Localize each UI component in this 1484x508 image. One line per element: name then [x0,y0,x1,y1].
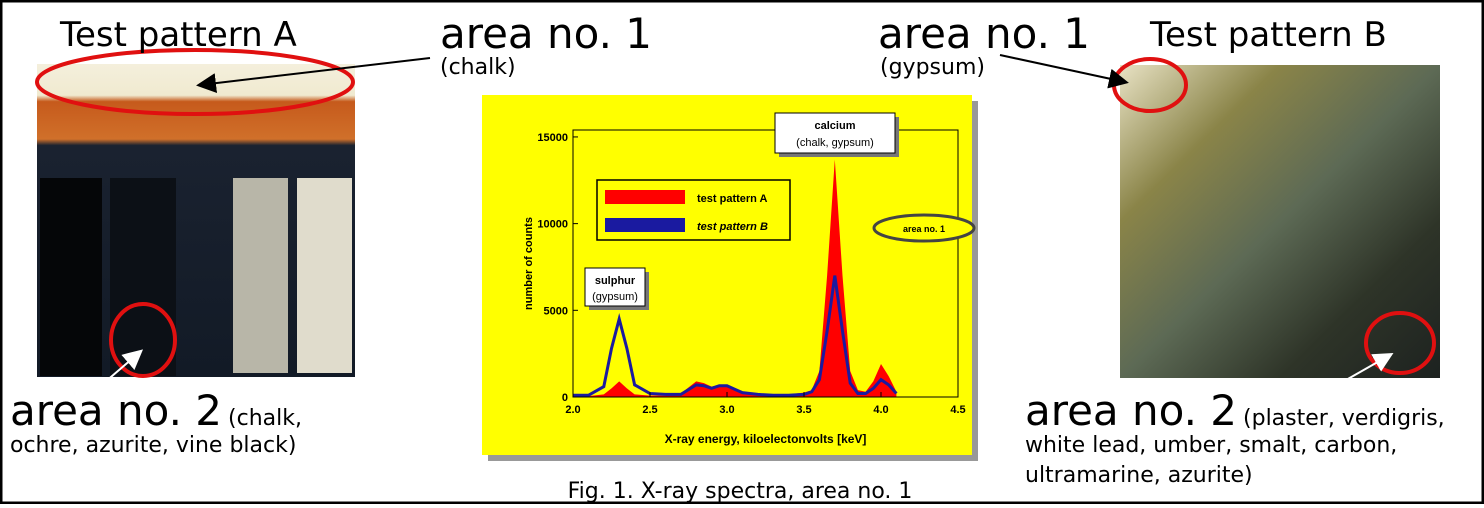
annotation: (gypsum) [592,291,638,303]
y-tick-label: 0 [562,392,568,404]
label: Test pattern A [59,15,297,55]
arrow [999,54,1129,89]
x-tick-label: 4.0 [873,404,888,416]
chart: 0 5000 10000 15000 2.0 2.5 3.0 3.5 4.0 4.5 X-ray e… [523,112,976,446]
label: area no. 2 (plaster, verdigris, [1025,386,1445,435]
label: ochre, azurite, vine black) [10,433,296,458]
label: white lead, umber, smalt, carbon, [1025,433,1397,458]
area [573,159,897,397]
stripe [110,178,176,376]
annotation-box [584,267,646,307]
label: (chalk) [440,55,516,80]
arrow [1324,353,1394,393]
annotation: sulphur [595,275,636,287]
annotation-box [774,112,896,154]
legend-label: test pattern B [697,221,768,233]
label: area no. 2 (chalk, [10,386,302,435]
legend-swatch [605,190,685,204]
x-axis-label: X-ray energy, kiloelectonvolts [keV] [665,432,867,446]
highlight [35,48,355,116]
x-tick-label: 4.5 [950,404,965,416]
stripe [40,178,102,376]
annotation: calcium [815,120,856,132]
photo-b [1120,65,1440,378]
legend-label: test pattern A [697,193,768,205]
y-tick-label: 15000 [537,132,568,144]
highlight [109,302,177,378]
label: area no. 1 [878,9,1090,58]
plot-frame [572,129,959,398]
annotation-ellipse [872,213,976,243]
x-tick-label: 3.5 [796,404,811,416]
caption: Fig. 1. X-ray spectra, area no. 1 [568,479,913,504]
y-axis-label: number of counts [523,217,535,310]
y-tick-label: 5000 [544,305,568,317]
y-tick-label: 10000 [537,219,568,231]
stripe [297,178,352,373]
x-tick-label: 2.0 [565,404,580,416]
label: Test pattern B [1149,15,1387,55]
x-tick-label: 2.5 [642,404,657,416]
legend-swatch [605,218,685,232]
annotation: (chalk, gypsum) [796,137,874,149]
label: ultramarine, azurite) [1025,463,1253,488]
line [573,275,898,397]
x-tick-label: 3.0 [719,404,734,416]
label: (gypsum) [880,55,985,80]
annotation: area no. 1 [903,224,945,234]
arrow [196,57,431,94]
arrow [89,349,144,396]
stripe [233,178,288,373]
label: area no. 1 [440,9,652,58]
highlight [1364,311,1436,375]
